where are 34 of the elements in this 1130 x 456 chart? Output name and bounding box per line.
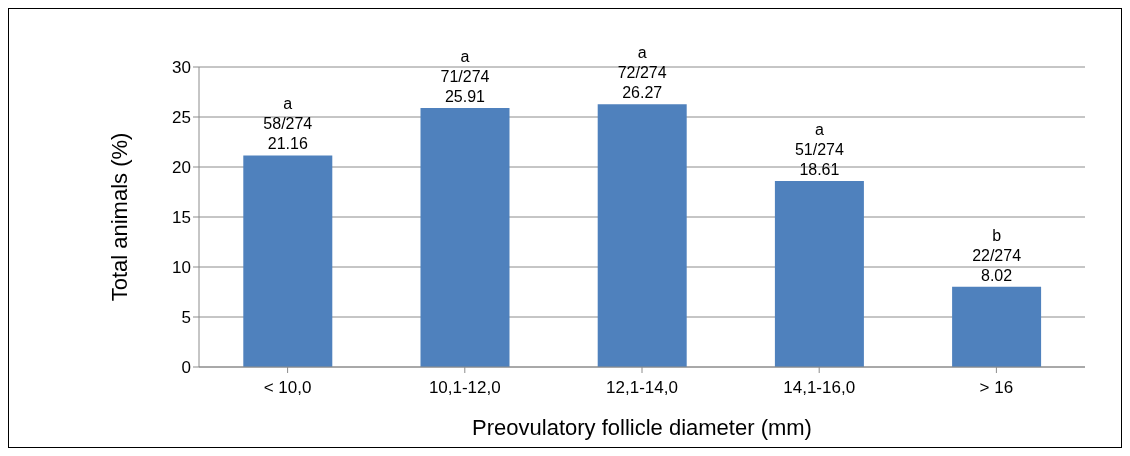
annotation: a	[637, 44, 647, 62]
annotation: 22/274	[972, 246, 1022, 264]
y-tick-label: 10	[172, 258, 191, 278]
annotation: b	[992, 226, 1002, 244]
annotation: 72/274	[617, 64, 667, 82]
bar	[420, 107, 510, 367]
data-label: 25.91	[444, 87, 486, 105]
y-tick-label: 25	[172, 108, 191, 128]
annotation: a	[814, 120, 824, 138]
annotation: 58/274	[263, 115, 313, 133]
data-label: 26.27	[622, 84, 663, 102]
y-axis-title: Total animals (%)	[106, 132, 132, 302]
bar	[597, 104, 687, 367]
annotation: a	[460, 47, 470, 65]
y-tick-label: 30	[172, 58, 191, 78]
data-label: 21.16	[267, 135, 308, 153]
bar	[774, 180, 864, 367]
y-tick-label: 0	[181, 358, 191, 378]
x-tick-label: > 16	[979, 378, 1014, 398]
data-label: 8.02	[981, 266, 1013, 284]
x-tick-label: < 10,0	[263, 378, 312, 398]
x-tick-label: 10,1-12,0	[428, 378, 501, 398]
annotation: a	[283, 95, 293, 113]
x-tick-label: 12,1-14,0	[606, 378, 678, 398]
x-axis-title: Preovulatory follicle diameter (mm)	[472, 415, 812, 440]
bar	[952, 286, 1042, 367]
annotation: 71/274	[440, 67, 490, 85]
y-tick-label: 15	[172, 208, 191, 228]
data-label: 18.61	[799, 160, 840, 178]
bar	[243, 155, 333, 367]
x-tick-label: 14,1-16,0	[783, 378, 856, 398]
annotation: 51/274	[794, 140, 844, 158]
y-tick-label: 20	[172, 158, 191, 178]
y-tick-label: 5	[181, 308, 191, 328]
